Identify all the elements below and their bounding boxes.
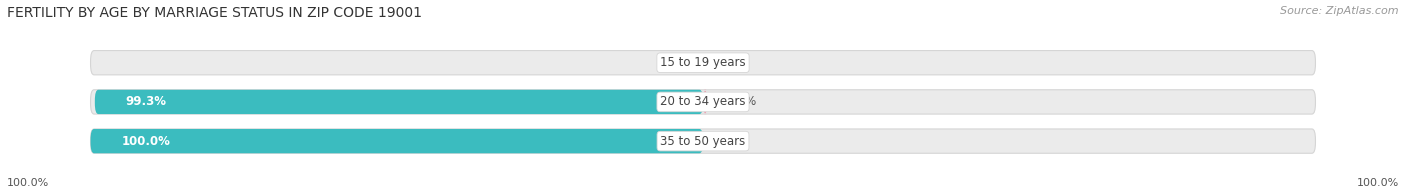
Text: 0.0%: 0.0% xyxy=(716,56,745,69)
Text: 99.3%: 99.3% xyxy=(125,95,167,108)
Text: Source: ZipAtlas.com: Source: ZipAtlas.com xyxy=(1281,6,1399,16)
Text: 35 to 50 years: 35 to 50 years xyxy=(661,135,745,148)
Text: 0.0%: 0.0% xyxy=(716,135,745,148)
FancyBboxPatch shape xyxy=(90,129,1316,153)
Text: 20 to 34 years: 20 to 34 years xyxy=(661,95,745,108)
FancyBboxPatch shape xyxy=(94,90,703,114)
Text: 100.0%: 100.0% xyxy=(1357,178,1399,188)
Text: 100.0%: 100.0% xyxy=(7,178,49,188)
FancyBboxPatch shape xyxy=(90,51,1316,75)
Text: 0.0%: 0.0% xyxy=(661,56,690,69)
FancyBboxPatch shape xyxy=(703,90,707,114)
Text: FERTILITY BY AGE BY MARRIAGE STATUS IN ZIP CODE 19001: FERTILITY BY AGE BY MARRIAGE STATUS IN Z… xyxy=(7,6,422,20)
FancyBboxPatch shape xyxy=(90,90,1316,114)
Text: 15 to 19 years: 15 to 19 years xyxy=(661,56,745,69)
Text: 100.0%: 100.0% xyxy=(121,135,170,148)
Text: 0.71%: 0.71% xyxy=(720,95,756,108)
FancyBboxPatch shape xyxy=(90,129,703,153)
